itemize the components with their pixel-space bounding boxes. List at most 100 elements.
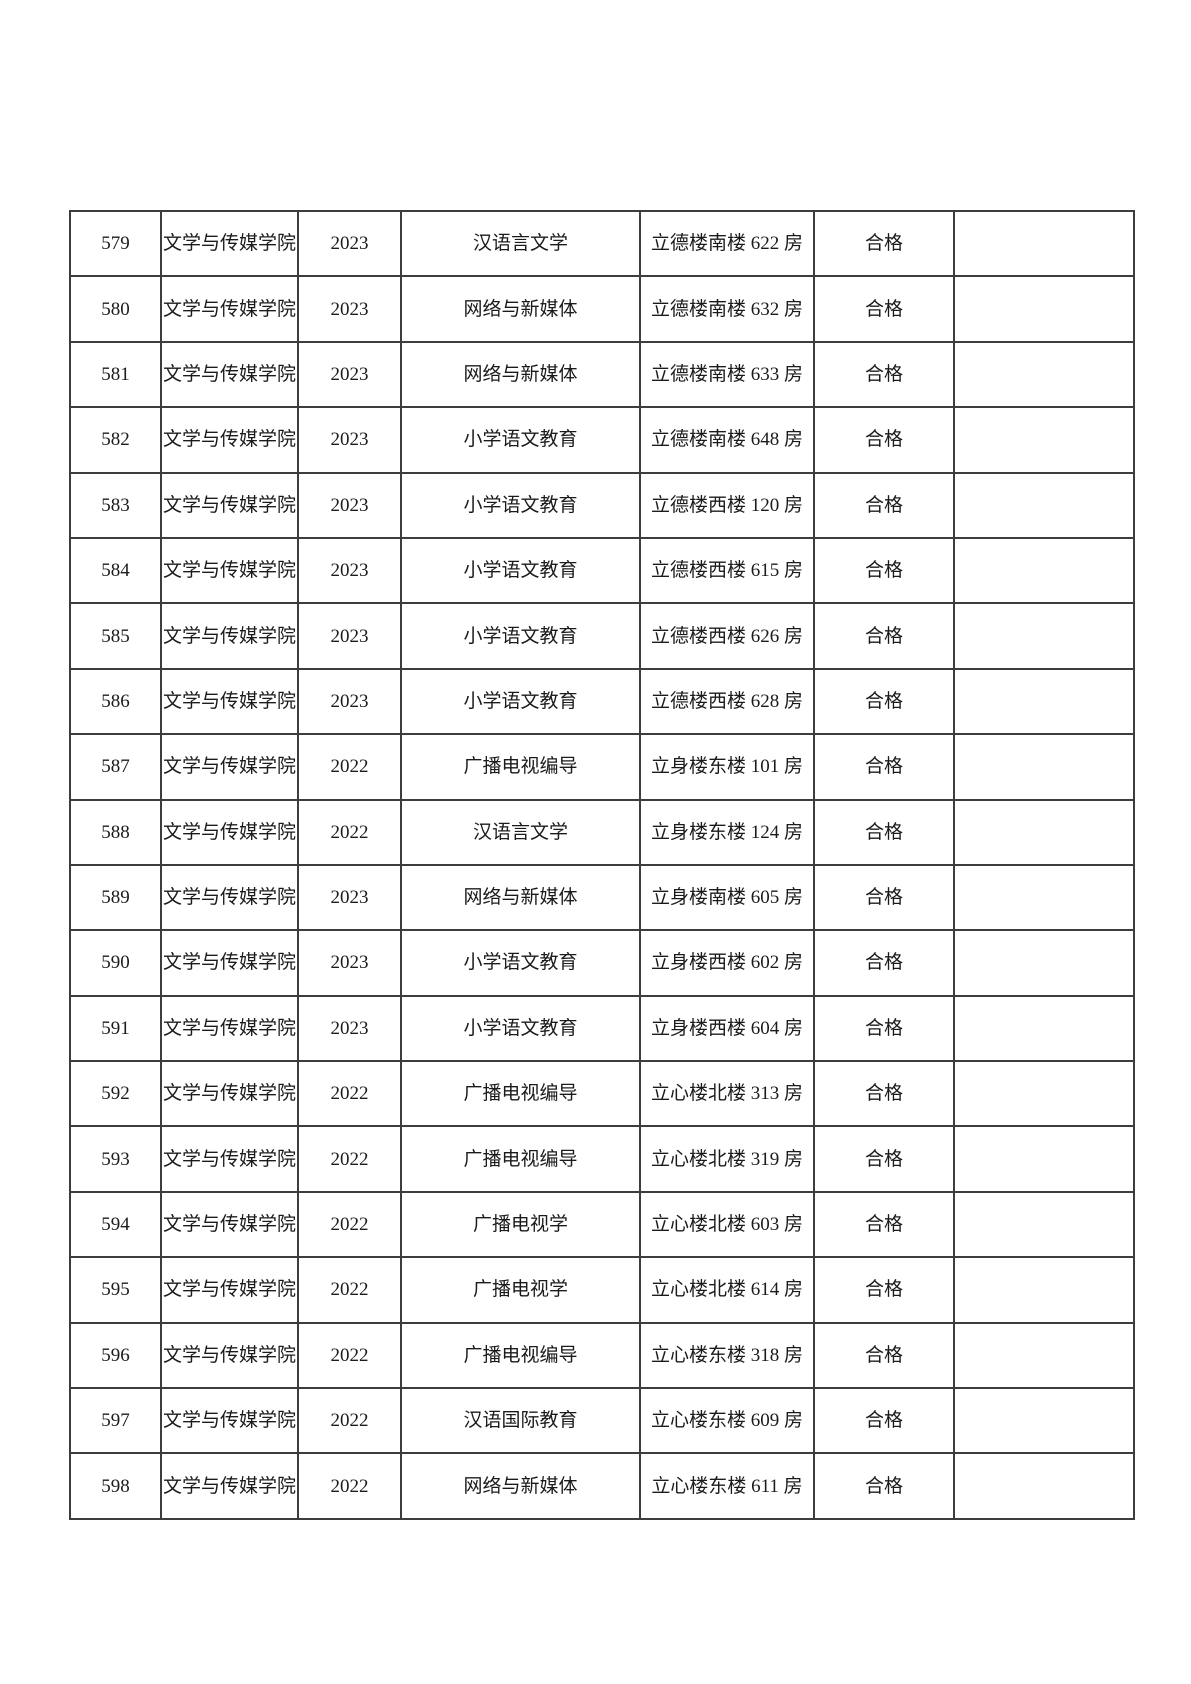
table-row: 593 文学与传媒学院 2022 广播电视编导 立心楼北楼 319 房合格 [69,1125,1135,1193]
table-row: 584 文学与传媒学院 2023 小学语文教育 立德楼西楼 615 房合格 [69,536,1135,605]
cell-major: 小学语文教育 [400,667,641,736]
cell-result: 合格 [813,798,955,866]
cell-result: 合格 [813,1321,955,1390]
cell-location: 立身楼西楼 602 房 [639,929,815,997]
cell-result: 合格 [813,1190,955,1259]
cell-result: 合格 [813,667,955,736]
cell-major: 小学语文教育 [400,471,641,539]
cell-college: 文学与传媒学院 [160,406,299,474]
cell-location: 立心楼东楼 318 房 [639,1321,815,1390]
cell-college: 文学与传媒学院 [160,471,299,539]
cell-no: 591 [69,994,162,1063]
cell-college: 文学与传媒学院 [160,536,299,605]
table-row: 598 文学与传媒学院 2022 网络与新媒体 立心楼东楼 611 房合格 [69,1452,1135,1520]
cell-note [953,1452,1135,1520]
table-row: 585 文学与传媒学院 2023 小学语文教育 立德楼西楼 626 房合格 [69,602,1135,670]
cell-no: 595 [69,1256,162,1324]
cell-year: 2023 [297,340,402,409]
cell-location: 立身楼东楼 124 房 [639,798,815,866]
cell-location: 立心楼东楼 611 房 [639,1452,815,1520]
cell-note [953,340,1135,409]
cell-location: 立德楼南楼 622 房 [639,209,815,278]
cell-location: 立心楼北楼 603 房 [639,1190,815,1259]
cell-college: 文学与传媒学院 [160,1190,299,1259]
cell-year: 2023 [297,602,402,670]
table-row: 580 文学与传媒学院 2023 网络与新媒体 立德楼南楼 632 房合格 [69,275,1135,343]
cell-college: 文学与传媒学院 [160,1387,299,1455]
cell-note [953,471,1135,539]
table-row: 595 文学与传媒学院 2022 广播电视学 立心楼北楼 614 房合格 [69,1256,1135,1324]
cell-major: 广播电视编导 [400,733,641,801]
cell-no: 589 [69,863,162,932]
table-row: 590 文学与传媒学院 2023 小学语文教育 立身楼西楼 602 房合格 [69,929,1135,997]
cell-no: 584 [69,536,162,605]
cell-major: 广播电视学 [400,1190,641,1259]
cell-result: 合格 [813,1125,955,1193]
table-row: 591 文学与传媒学院 2023 小学语文教育 立身楼西楼 604 房合格 [69,994,1135,1063]
cell-note [953,1387,1135,1455]
table-row: 596 文学与传媒学院 2022 广播电视编导 立心楼东楼 318 房合格 [69,1321,1135,1390]
cell-major: 小学语文教育 [400,994,641,1063]
cell-result: 合格 [813,929,955,997]
cell-major: 小学语文教育 [400,536,641,605]
cell-note [953,602,1135,670]
cell-location: 立身楼东楼 101 房 [639,733,815,801]
cell-year: 2023 [297,929,402,997]
cell-college: 文学与传媒学院 [160,340,299,409]
cell-college: 文学与传媒学院 [160,863,299,932]
cell-location: 立心楼北楼 614 房 [639,1256,815,1324]
cell-no: 592 [69,1060,162,1128]
cell-location: 立身楼南楼 605 房 [639,863,815,932]
table-row: 582 文学与传媒学院 2023 小学语文教育 立德楼南楼 648 房合格 [69,406,1135,474]
cell-result: 合格 [813,406,955,474]
cell-result: 合格 [813,1060,955,1128]
cell-college: 文学与传媒学院 [160,733,299,801]
cell-no: 590 [69,929,162,997]
cell-major: 小学语文教育 [400,929,641,997]
cell-year: 2022 [297,1060,402,1128]
cell-no: 579 [69,209,162,278]
cell-college: 文学与传媒学院 [160,1452,299,1520]
cell-year: 2023 [297,536,402,605]
cell-college: 文学与传媒学院 [160,1256,299,1324]
cell-college: 文学与传媒学院 [160,994,299,1063]
cell-no: 580 [69,275,162,343]
table-row: 597 文学与传媒学院 2022 汉语国际教育 立心楼东楼 609 房合格 [69,1387,1135,1455]
cell-result: 合格 [813,340,955,409]
cell-year: 2022 [297,798,402,866]
cell-no: 593 [69,1125,162,1193]
cell-major: 网络与新媒体 [400,275,641,343]
cell-major: 网络与新媒体 [400,1452,641,1520]
cell-result: 合格 [813,275,955,343]
cell-year: 2022 [297,1125,402,1193]
cell-college: 文学与传媒学院 [160,602,299,670]
cell-note [953,275,1135,343]
cell-location: 立德楼西楼 120 房 [639,471,815,539]
cell-year: 2023 [297,994,402,1063]
cell-location: 立德楼西楼 626 房 [639,602,815,670]
cell-college: 文学与传媒学院 [160,1321,299,1390]
cell-note [953,1125,1135,1193]
cell-note [953,209,1135,278]
cell-result: 合格 [813,471,955,539]
table-row: 583 文学与传媒学院 2023 小学语文教育 立德楼西楼 120 房合格 [69,471,1135,539]
cell-note [953,929,1135,997]
cell-year: 2022 [297,1190,402,1259]
cell-result: 合格 [813,1256,955,1324]
cell-location: 立德楼南楼 648 房 [639,406,815,474]
cell-major: 广播电视编导 [400,1125,641,1193]
cell-no: 587 [69,733,162,801]
cell-major: 小学语文教育 [400,406,641,474]
cell-major: 网络与新媒体 [400,863,641,932]
cell-note [953,536,1135,605]
cell-year: 2022 [297,1387,402,1455]
cell-note [953,798,1135,866]
cell-year: 2022 [297,1321,402,1390]
cell-year: 2022 [297,733,402,801]
cell-major: 小学语文教育 [400,602,641,670]
cell-major: 汉语言文学 [400,209,641,278]
cell-note [953,406,1135,474]
table-row: 586 文学与传媒学院 2023 小学语文教育 立德楼西楼 628 房合格 [69,667,1135,736]
cell-college: 文学与传媒学院 [160,929,299,997]
